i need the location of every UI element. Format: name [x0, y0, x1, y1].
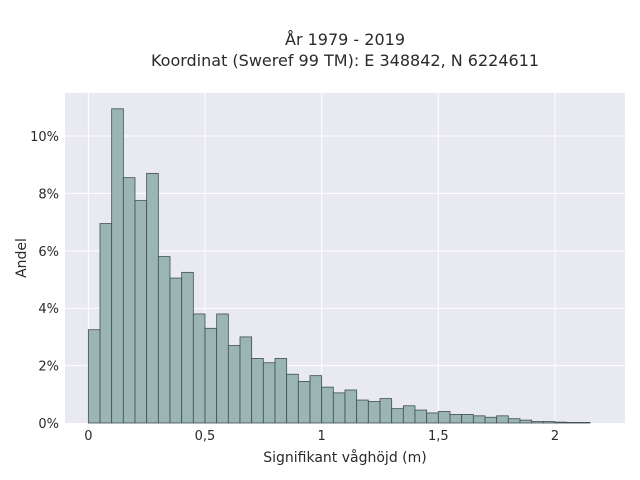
histogram-bar — [216, 313, 229, 424]
histogram-bar — [391, 408, 404, 424]
y-tick-label: 0% — [38, 417, 59, 432]
y-tick-label: 2% — [38, 360, 59, 375]
y-axis-label: Andel — [14, 238, 30, 278]
histogram-bar — [262, 362, 276, 424]
bars — [87, 108, 591, 424]
histogram-bar — [519, 419, 533, 424]
histogram-bar — [181, 271, 194, 424]
histogram-bar — [507, 418, 521, 424]
histogram-bar — [437, 411, 451, 424]
histogram-bar — [554, 421, 568, 424]
histogram-bar — [402, 405, 416, 424]
histogram-bar — [274, 358, 288, 424]
histogram-bar — [461, 413, 474, 424]
chart-title-line2: Koordinat (Sweref 99 TM): E 348842, N 62… — [151, 51, 539, 70]
histogram-bar — [157, 256, 171, 424]
histogram-bar — [577, 422, 591, 424]
histogram-bar — [472, 415, 486, 424]
histogram-bar — [496, 415, 509, 424]
histogram-bar — [484, 416, 498, 424]
histogram-bar — [542, 421, 556, 424]
y-tick-label: 8% — [38, 187, 59, 202]
y-tick-label: 6% — [38, 245, 59, 260]
histogram-bar — [146, 172, 159, 424]
histogram-bar — [99, 223, 113, 424]
chart-title-line1: År 1979 - 2019 — [285, 30, 405, 49]
x-tick-label: 0 — [84, 429, 92, 444]
histogram-bar — [449, 413, 463, 424]
histogram-bar — [251, 358, 264, 424]
histogram-bar — [426, 412, 439, 424]
x-axis-ticks: 0 0,5 1 1,5 2 — [84, 429, 559, 444]
histogram-bar — [239, 336, 253, 424]
x-tick-label: 2 — [551, 429, 559, 444]
y-tick-label: 10% — [30, 130, 59, 145]
histogram-bar — [309, 375, 323, 424]
histogram-bar — [332, 392, 346, 424]
histogram-bar — [356, 399, 369, 424]
y-tick-label: 4% — [38, 302, 59, 317]
histogram-bar — [122, 177, 136, 424]
histogram-bar — [134, 200, 148, 424]
histogram-bar — [379, 398, 393, 424]
x-tick-label: 1,5 — [428, 429, 449, 444]
histogram-bar — [169, 277, 183, 424]
x-tick-label: 1 — [318, 429, 326, 444]
histogram-bar — [204, 327, 218, 424]
histogram-bar — [414, 409, 428, 424]
histogram-bar — [87, 329, 101, 424]
histogram-bar — [111, 108, 124, 424]
histogram-bar — [531, 421, 544, 424]
histogram-bar — [367, 401, 381, 424]
histogram-bar — [344, 389, 358, 424]
histogram-bar — [286, 373, 299, 424]
histogram-bar — [321, 386, 334, 424]
histogram-bar — [297, 380, 311, 424]
x-tick-label: 0,5 — [195, 429, 216, 444]
histogram-bar — [192, 313, 206, 424]
histogram-bar — [227, 345, 241, 424]
y-axis-ticks: 0% 2% 4% 6% 8% 10% — [30, 130, 59, 432]
x-axis-label: Signifikant våghöjd (m) — [263, 449, 426, 466]
histogram-bar — [566, 422, 579, 424]
